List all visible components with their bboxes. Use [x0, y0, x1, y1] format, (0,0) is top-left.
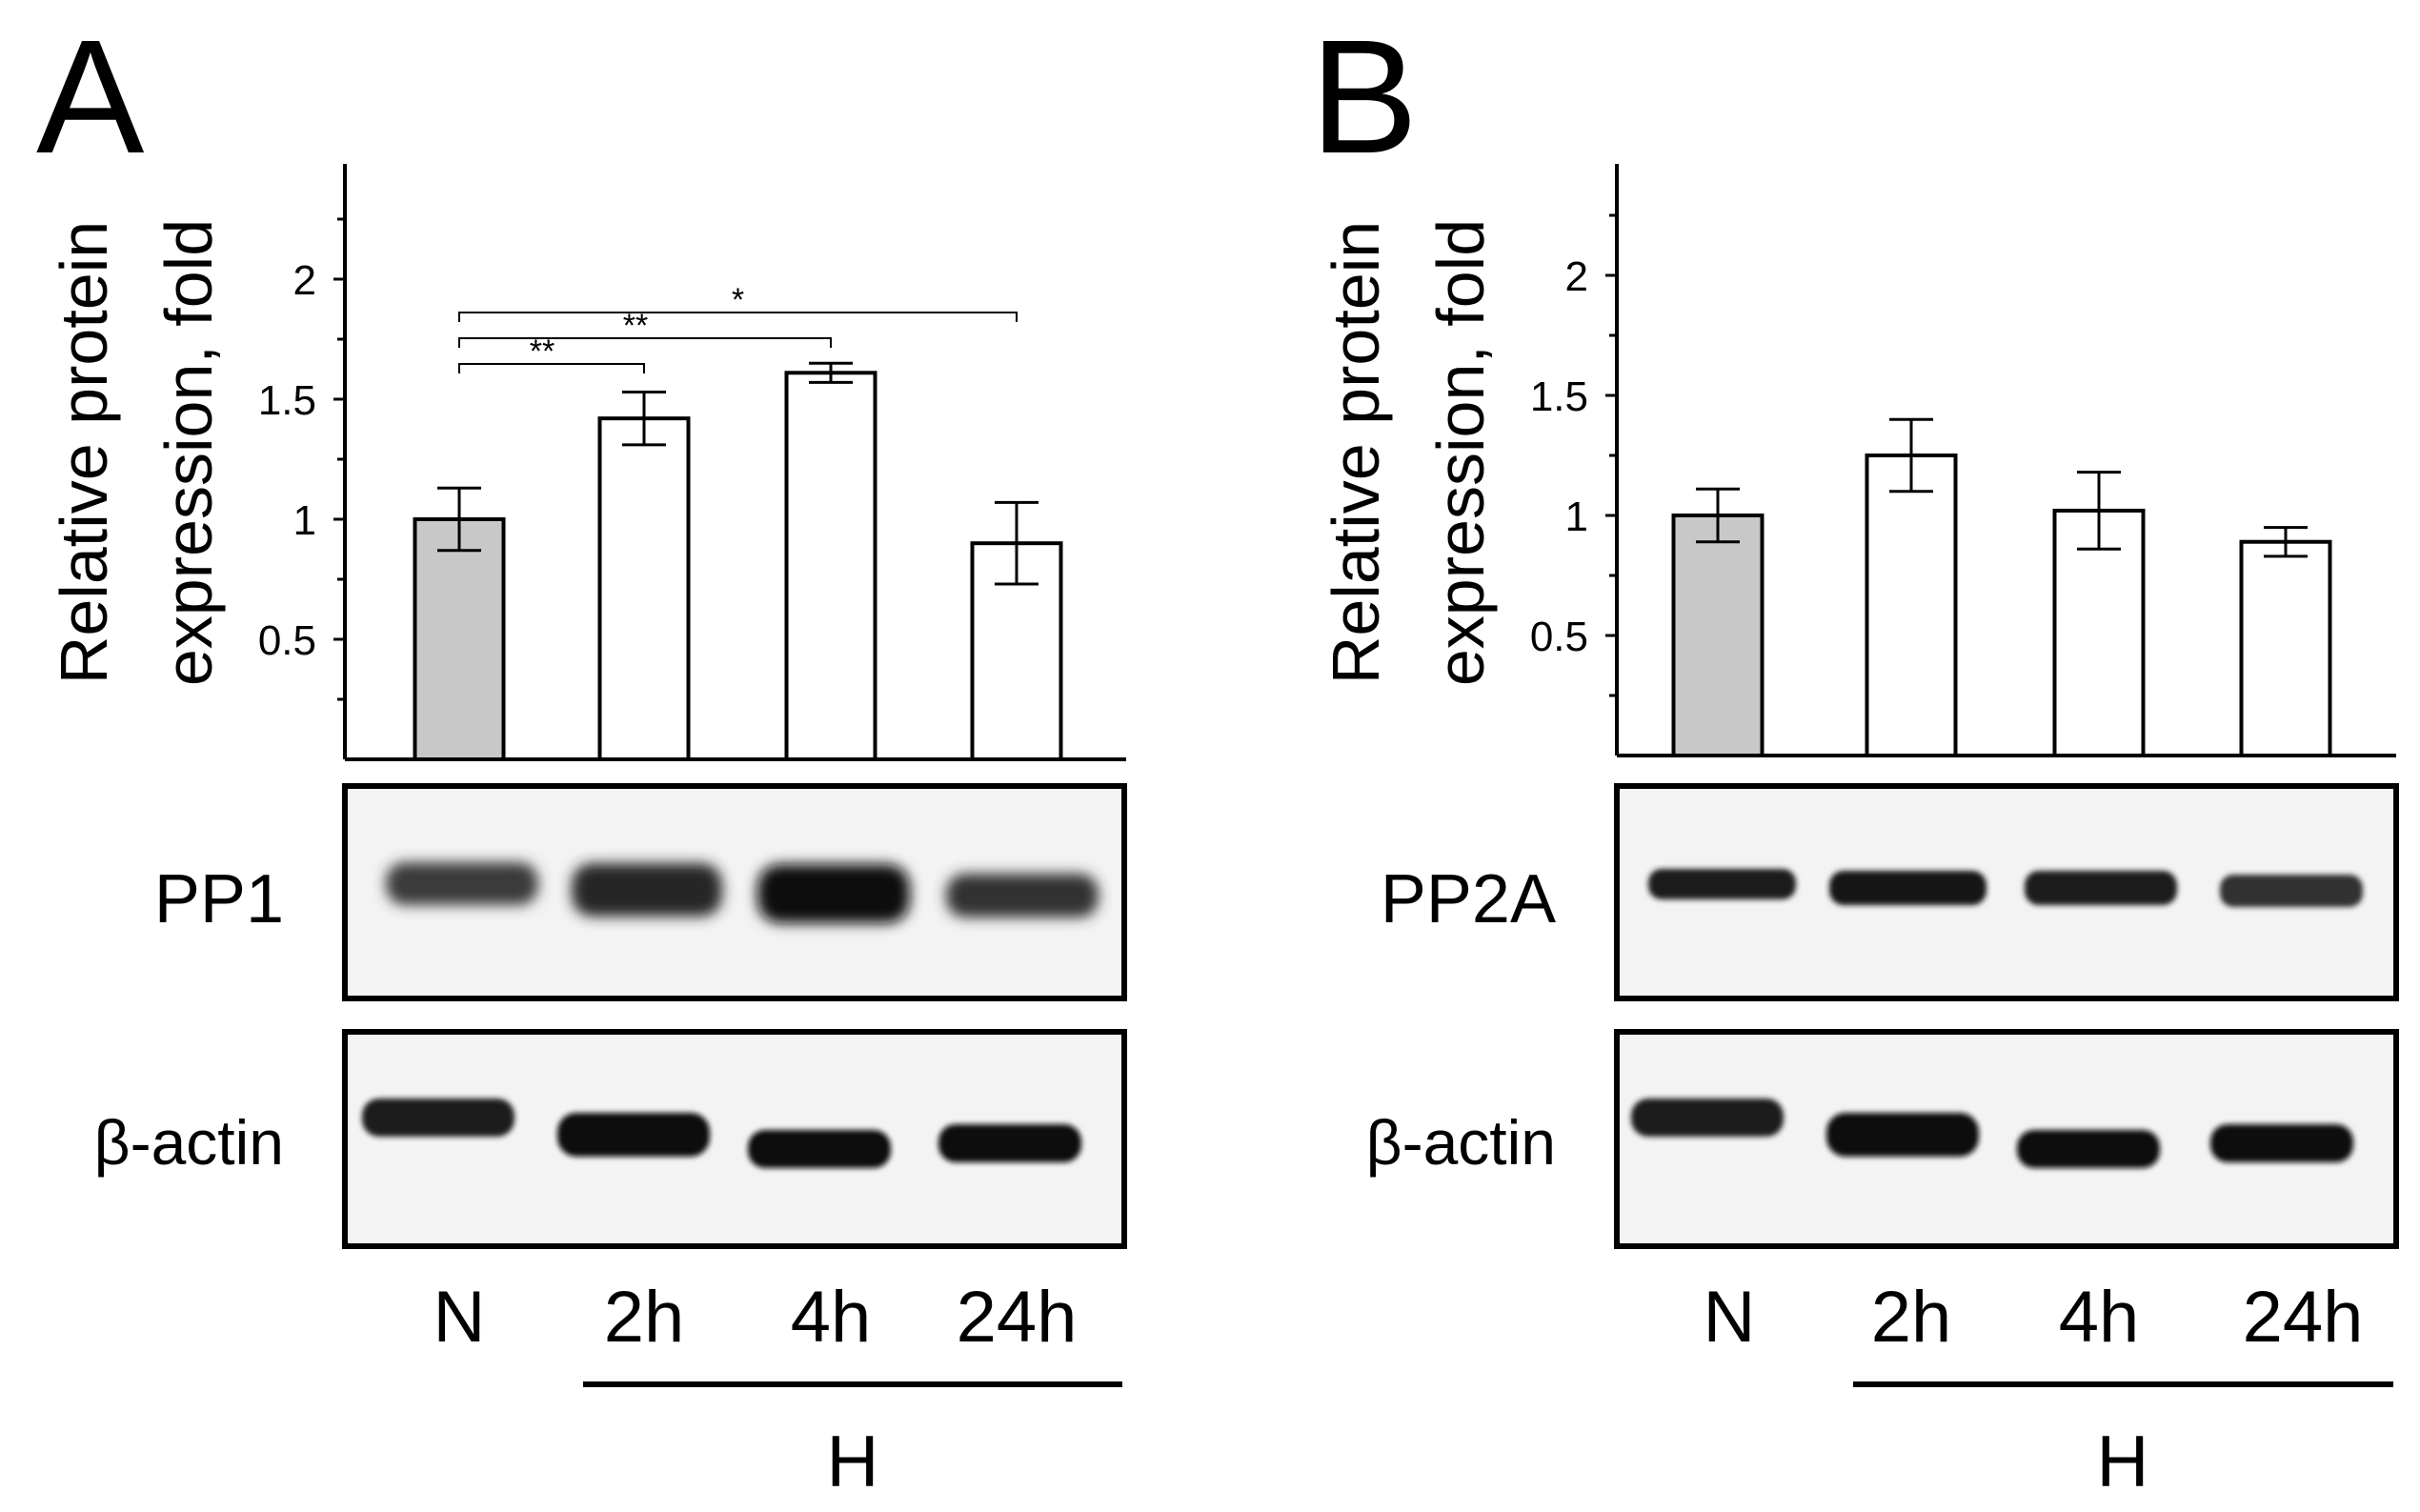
y-tick-label: 0.5 — [1530, 614, 1588, 660]
significance-label: ** — [530, 333, 555, 370]
blot-band — [1631, 1099, 1784, 1137]
blot-band — [2025, 871, 2177, 905]
blot-band — [2220, 875, 2363, 907]
bar-2h — [597, 416, 691, 761]
x-category-label: N — [434, 1277, 486, 1358]
y-axis-label-line1: Relative protein — [1319, 221, 1393, 684]
blot-band — [757, 864, 910, 923]
blot-band — [557, 1113, 710, 1157]
bar-N — [1671, 514, 1765, 757]
blot-label-1: PP1 — [154, 861, 284, 937]
bar-2h — [1865, 454, 1958, 757]
bar-N — [413, 517, 506, 761]
panel-a: Relative protein expression, fold 0.5 1 1.… — [47, 164, 1127, 1502]
x-category-label: 2h — [1871, 1277, 1952, 1358]
x-labels-b: N 2h 4h 24h — [1704, 1277, 2364, 1358]
blot-band — [938, 1124, 1081, 1162]
blot-band — [2017, 1130, 2160, 1168]
significance-label: * — [732, 282, 744, 318]
bar-chart-a: 0.511.52***** — [258, 164, 1126, 762]
bar-4h — [784, 371, 877, 761]
panel-b: Relative protein expression, fold 0.5 1 1.… — [1319, 164, 2399, 1502]
y-tick-label: 2 — [293, 257, 316, 304]
blot-bands-2 — [1631, 1099, 2353, 1168]
blot-band — [1826, 1113, 1979, 1157]
significance-label: ** — [623, 308, 648, 344]
y-tick-label: 1.5 — [1530, 373, 1588, 420]
x-category-label: 24h — [957, 1277, 1078, 1358]
y-tick-label: 1.5 — [258, 377, 316, 424]
x-category-label: 4h — [2059, 1277, 2140, 1358]
bar-24h — [2239, 539, 2332, 757]
significance-bracket — [458, 337, 832, 348]
x-labels-a: N 2h 4h 24h — [434, 1277, 1078, 1358]
y-tick-label: 2 — [1565, 253, 1588, 300]
group-label: H — [2097, 1421, 2149, 1502]
blot-band — [946, 874, 1099, 917]
y-axis-label-line1: Relative protein — [47, 221, 121, 684]
blot-bands-2 — [362, 1099, 1081, 1168]
group-label: H — [827, 1421, 879, 1502]
x-category-label: 24h — [2243, 1277, 2364, 1358]
y-tick-label: 0.5 — [258, 617, 316, 664]
y-tick-label: 1 — [1565, 494, 1588, 540]
y-axis-label-line2: expression, fold — [151, 219, 226, 686]
blot-band — [748, 1130, 891, 1168]
blot-bands-1 — [1648, 869, 2363, 907]
blot-label-1: PP2A — [1381, 861, 1556, 937]
blot-bands-1 — [386, 862, 1099, 923]
y-tick-label: 1 — [293, 497, 316, 544]
blot-band — [1829, 871, 1986, 905]
significance-bracket — [458, 363, 645, 373]
significance-bracket — [458, 312, 1018, 322]
y-axis-label-line2: expression, fold — [1423, 219, 1498, 686]
blot-band — [386, 862, 538, 905]
panel-letter-b: B — [1310, 7, 1418, 188]
bar-4h — [2052, 508, 2146, 758]
x-category-label: 4h — [791, 1277, 872, 1358]
x-category-label: 2h — [604, 1277, 685, 1358]
blot-band — [2210, 1124, 2353, 1162]
blot-label-2: β-actin — [1366, 1107, 1556, 1178]
panel-letter-a: A — [36, 7, 145, 188]
blot-label-2: β-actin — [94, 1107, 284, 1178]
blot-band — [362, 1099, 514, 1137]
x-category-label: N — [1704, 1277, 1756, 1358]
blot-band — [572, 863, 722, 917]
bar-chart-b: 0.5 1 1.5 2 — [1530, 164, 2396, 758]
blot-band — [1648, 869, 1796, 899]
